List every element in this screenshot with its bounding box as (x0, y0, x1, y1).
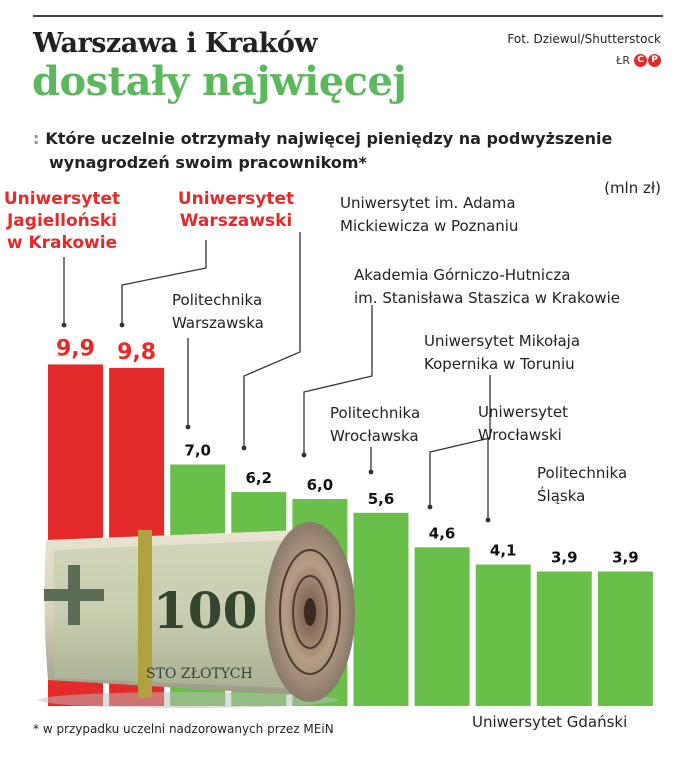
value-label-4: 6,2 (246, 469, 273, 487)
leader-dot-5 (301, 452, 307, 458)
value-label-3: 7,0 (184, 442, 211, 460)
bar-6 (353, 512, 409, 706)
leader-dot-1 (61, 322, 67, 328)
photo-credit: Fot. Dziewul/Shutterstock (507, 32, 661, 46)
category-label-2: Uniwersytet Warszawski (178, 189, 294, 231)
banknote-roll-image: 100 STO ZŁOTYCH (38, 522, 355, 708)
value-label-10: 3,9 (612, 548, 639, 566)
category-label-8: Uniwersytet Wrocławski (478, 403, 568, 444)
footnote: * w przypadku uczelni nadzorowanych prze… (33, 722, 334, 736)
svg-text:STO ZŁOTYCH: STO ZŁOTYCH (146, 666, 253, 682)
value-label-6: 5,6 (368, 490, 395, 508)
leader-line-5 (303, 305, 373, 455)
leader-dot-3 (185, 424, 191, 430)
category-label-7: Uniwersytet Mikołaja Kopernika w Toruniu (424, 332, 580, 373)
title-line-2: dostały najwięcej (32, 58, 407, 105)
unit-label: (mln zł) (604, 179, 661, 197)
category-label-10: Uniwersytet Gdański (472, 713, 627, 731)
bar-8 (475, 564, 531, 706)
bullet-icon: : (33, 129, 40, 148)
subtitle-line-1: Które uczelnie otrzymały najwięcej pieni… (45, 129, 613, 148)
category-label-6: Politechnika Wrocławska (330, 404, 420, 445)
leader-line-4 (243, 232, 301, 448)
value-label-8: 4,1 (490, 542, 517, 560)
value-label-1: 9,9 (56, 336, 95, 361)
leader-dot-2 (119, 322, 125, 328)
leader-dot-8 (485, 517, 491, 523)
value-label-5: 6,0 (307, 476, 334, 494)
leader-dot-4 (241, 445, 247, 451)
category-label-1: Uniwersytet Jagielloński w Krakowie (4, 189, 120, 253)
category-label-9: Politechnika Śląska (537, 464, 627, 505)
value-label-9: 3,9 (551, 548, 578, 566)
agency-initials: ŁR (616, 54, 630, 67)
svg-text:100: 100 (153, 581, 257, 640)
value-label-2: 9,8 (117, 340, 156, 365)
category-label-4: Uniwersytet im. Adama Mickiewicza w Pozna… (340, 194, 518, 235)
top-rule (33, 15, 663, 17)
leader-dot-6 (368, 469, 374, 475)
leader-dot-7 (427, 504, 433, 510)
bar-10 (597, 571, 653, 706)
chart-subtitle: : Które uczelnie otrzymały najwięcej pien… (33, 127, 612, 175)
value-label-7: 4,6 (429, 524, 456, 542)
title-line-1: Warszawa i Kraków (33, 28, 318, 59)
category-label-3: Politechnika Warszawska (172, 291, 264, 332)
leader-line-2 (121, 240, 207, 325)
category-label-5: Akademia Górniczo-Hutnicza im. Stanisława… (354, 266, 620, 307)
subtitle-line-2: wynagrodzeń swoim pracownikom* (49, 153, 367, 172)
bar-9 (536, 571, 592, 706)
leader-line-7 (429, 375, 491, 507)
bar-7 (414, 547, 470, 706)
